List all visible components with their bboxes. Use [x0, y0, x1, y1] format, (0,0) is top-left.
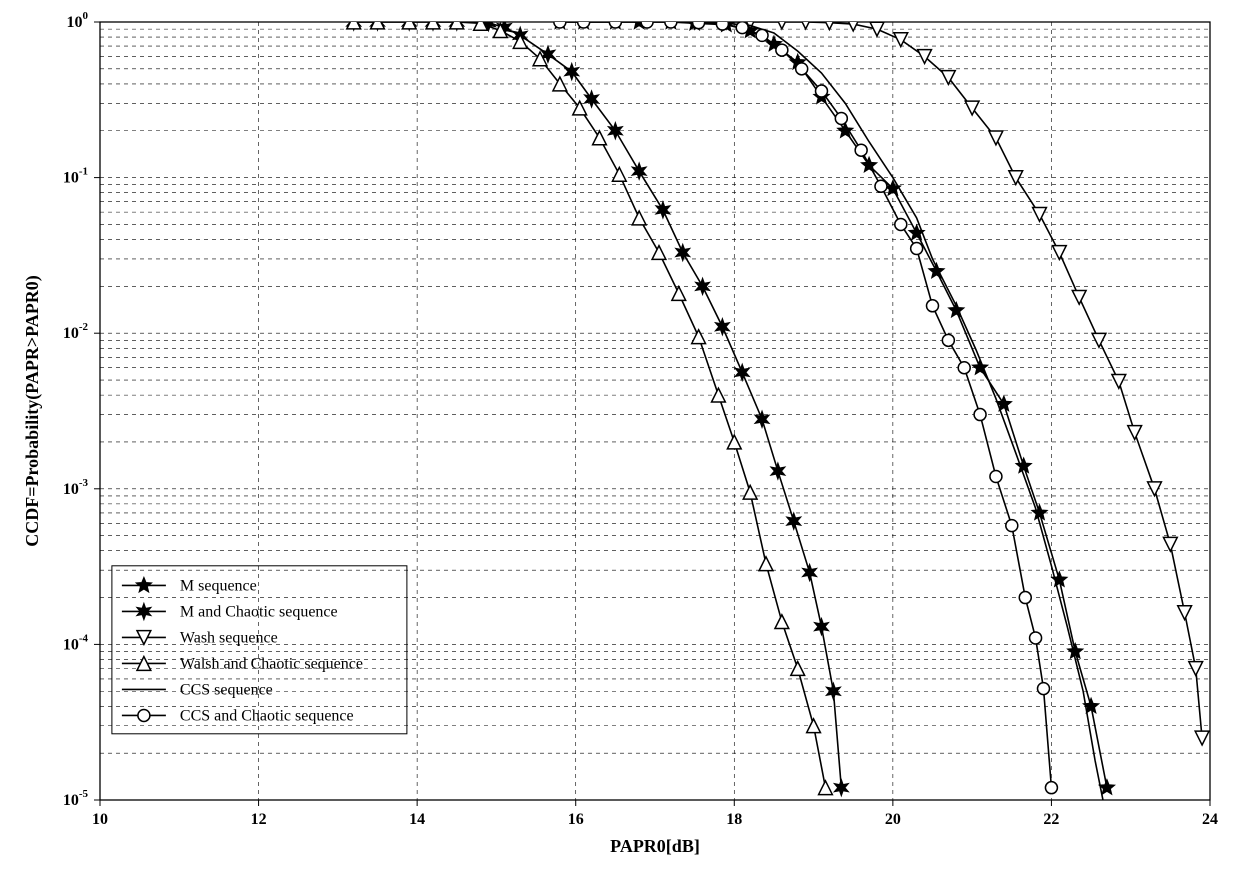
ccdf-chart: 101214161820222410010-110-210-310-410-5P…	[0, 0, 1240, 876]
circle-marker	[974, 409, 986, 421]
circle-marker	[990, 470, 1002, 482]
x-tick-label: 10	[92, 811, 108, 828]
legend-label: M and Chaotic sequence	[180, 603, 338, 620]
circle-marker	[1019, 592, 1031, 604]
circle-marker	[875, 180, 887, 192]
legend-label: Wash sequence	[180, 629, 278, 646]
x-tick-label: 16	[568, 811, 584, 828]
circle-marker	[796, 63, 808, 75]
legend-label: CCS sequence	[180, 681, 273, 698]
y-axis-label: CCDF=Probability(PAPR>PAPR0)	[22, 275, 43, 546]
circle-marker	[958, 362, 970, 374]
circle-marker	[776, 44, 788, 56]
circle-marker	[756, 29, 768, 41]
circle-marker	[895, 218, 907, 230]
x-tick-label: 18	[726, 811, 742, 828]
circle-marker	[855, 144, 867, 156]
circle-marker	[1045, 782, 1057, 794]
x-axis-label: PAPR0[dB]	[610, 836, 700, 856]
x-tick-label: 22	[1043, 811, 1059, 828]
x-tick-label: 24	[1202, 811, 1218, 828]
x-tick-label: 14	[409, 811, 425, 828]
circle-marker	[911, 243, 923, 255]
legend-label: Walsh and Chaotic sequence	[180, 655, 363, 672]
circle-marker	[816, 85, 828, 97]
x-tick-label: 20	[885, 811, 901, 828]
circle-marker	[1030, 632, 1042, 644]
circle-marker	[1038, 683, 1050, 695]
circle-marker	[942, 334, 954, 346]
circle-marker	[138, 709, 150, 721]
legend-label: CCS and Chaotic sequence	[180, 707, 354, 724]
legend-label: M sequence	[180, 577, 257, 594]
circle-marker	[1006, 520, 1018, 532]
chart-container: 101214161820222410010-110-210-310-410-5P…	[0, 0, 1240, 876]
x-tick-label: 12	[251, 811, 267, 828]
circle-marker	[835, 112, 847, 124]
circle-marker	[736, 22, 748, 34]
circle-marker	[927, 300, 939, 312]
